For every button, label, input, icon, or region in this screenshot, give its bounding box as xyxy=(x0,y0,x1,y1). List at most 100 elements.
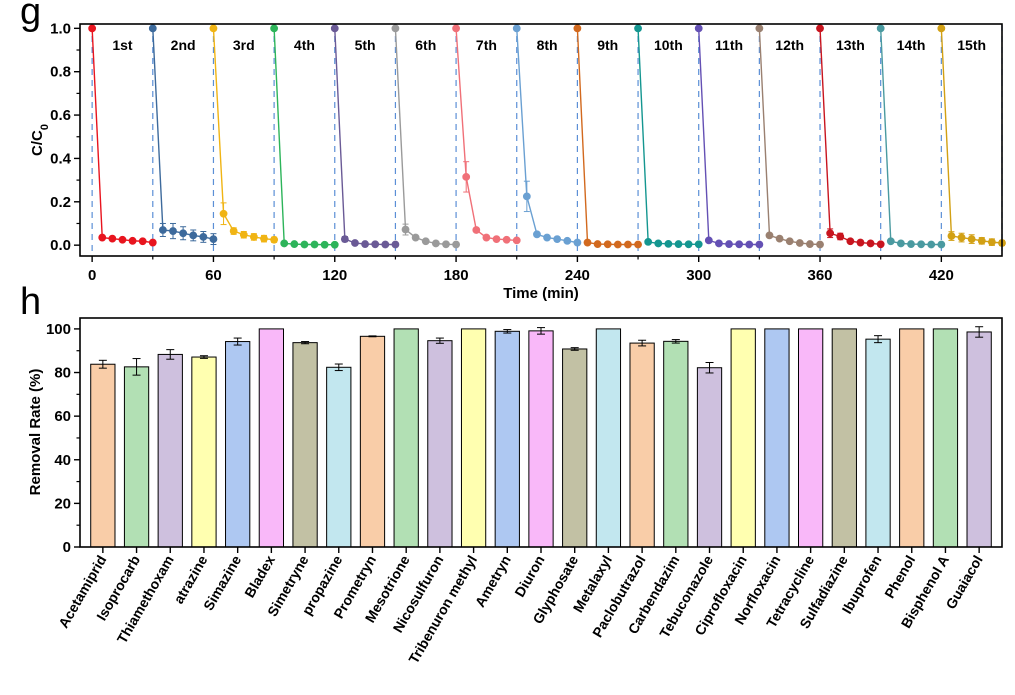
g-series-line xyxy=(698,28,760,246)
g-series-line xyxy=(91,28,153,244)
g-data-point xyxy=(593,240,602,248)
g-data-point xyxy=(401,225,410,234)
g-data-point xyxy=(381,240,390,249)
h-bar xyxy=(865,338,891,548)
g-data-point xyxy=(260,234,268,243)
g-data-point xyxy=(553,235,562,243)
g-data-point xyxy=(826,229,835,238)
g-data-point xyxy=(977,236,986,245)
g-cycle-label: 7th xyxy=(476,37,497,53)
g-data-point xyxy=(452,240,460,249)
g-data-point xyxy=(907,240,915,248)
g-data-point xyxy=(785,237,794,246)
h-category-label: Bladex xyxy=(241,552,278,600)
g-y-tick-label: 1.0 xyxy=(50,20,71,37)
h-bar xyxy=(157,353,183,548)
g-y-axis-title-sub: 0 xyxy=(39,124,51,130)
g-cycle-label: 14th xyxy=(897,37,926,53)
g-data-point xyxy=(431,239,440,248)
g-data-point xyxy=(947,232,956,240)
g-data-point xyxy=(249,233,258,241)
g-data-point xyxy=(927,240,936,249)
g-series-line xyxy=(152,28,214,240)
g-data-point xyxy=(472,226,481,234)
g-data-point xyxy=(108,234,117,243)
g-cycle-label: 12th xyxy=(775,37,804,53)
g-y-tick-label: 0.4 xyxy=(50,150,72,167)
g-y-axis-title: C/C0 xyxy=(29,124,51,156)
g-data-point xyxy=(967,235,976,243)
h-y-tick-label: 100 xyxy=(46,321,71,338)
g-cycle-labels: 1st 2nd 3rd 4th 5th 6th 7th 8th 9th 10th 11th 12th 1… xyxy=(112,37,986,53)
g-x-tick-label: 420 xyxy=(929,267,954,284)
g-data-point xyxy=(897,239,905,248)
g-data-point xyxy=(573,24,582,33)
g-data-point xyxy=(128,236,137,245)
g-series-line xyxy=(394,28,457,246)
g-data-point xyxy=(522,192,531,201)
h-axis-ticks: 0 20 40 60 80 100 xyxy=(46,321,980,556)
h-bar xyxy=(225,341,251,548)
g-data-point xyxy=(987,238,996,247)
g-cycle-label: 6th xyxy=(415,37,436,53)
g-data-point xyxy=(320,240,329,249)
h-bar xyxy=(696,367,723,548)
g-data-point xyxy=(816,24,824,33)
g-data-point xyxy=(603,240,612,249)
g-series-line xyxy=(637,28,699,245)
g-series-line xyxy=(819,28,881,245)
g-data-point xyxy=(482,233,491,242)
h-category-labels: AcetamipridIsoprocarbThiamethoxamatrazin… xyxy=(55,552,986,666)
h-bar xyxy=(764,328,790,548)
g-data-point xyxy=(674,240,683,248)
g-data-point xyxy=(158,226,167,234)
g-x-tick-label: 300 xyxy=(686,267,711,284)
g-data-point xyxy=(806,240,814,248)
g-data-point xyxy=(613,240,622,249)
g-data-point xyxy=(876,24,885,33)
g-x-tick-label: 360 xyxy=(808,267,833,284)
g-data-point xyxy=(179,229,188,238)
g-series-line xyxy=(879,28,942,246)
g-data-point xyxy=(624,240,632,249)
g-data-point xyxy=(98,233,107,242)
g-cycle-boundaries xyxy=(91,25,1003,255)
g-data-point xyxy=(684,240,693,249)
g-y-tick-label: 0.2 xyxy=(50,194,71,211)
g-data-point xyxy=(704,236,713,245)
g-data-point xyxy=(644,238,653,246)
g-data-point xyxy=(330,240,339,249)
g-data-point xyxy=(512,236,521,245)
h-bar xyxy=(191,356,217,548)
g-data-point xyxy=(573,238,582,247)
g-data-point xyxy=(421,237,430,246)
g-cycle-label: 9th xyxy=(597,37,618,53)
g-x-tick-label: 0 xyxy=(88,267,96,284)
h-bar xyxy=(730,328,756,548)
g-data-point xyxy=(694,24,703,33)
h-bar xyxy=(258,328,285,548)
h-y-tick-label: 20 xyxy=(54,495,71,512)
h-bar xyxy=(494,330,520,548)
panel-label-g: g xyxy=(20,0,41,33)
g-data-point xyxy=(775,234,784,243)
g-data-point xyxy=(462,172,471,181)
g-cycle-label: 4th xyxy=(294,37,315,53)
h-y-tick-label: 80 xyxy=(54,365,71,382)
g-data-point xyxy=(391,240,400,249)
g-data-point xyxy=(351,239,359,247)
g-data-point xyxy=(492,235,501,243)
g-data-point xyxy=(765,231,774,240)
g-series-line xyxy=(334,28,396,246)
g-data-point xyxy=(371,240,380,249)
panel-g-chart: 0 60 120 180 240 300 360 4200.00.20.40.60.81.0 … xyxy=(29,20,1006,302)
h-bar xyxy=(460,328,487,548)
g-series-line xyxy=(212,28,275,241)
g-series-line xyxy=(576,28,639,246)
h-bar xyxy=(393,328,419,548)
g-data-point xyxy=(209,235,218,243)
g-data-point xyxy=(239,230,248,239)
g-cycle-label: 8th xyxy=(537,37,558,53)
g-x-tick-label: 240 xyxy=(565,267,590,284)
